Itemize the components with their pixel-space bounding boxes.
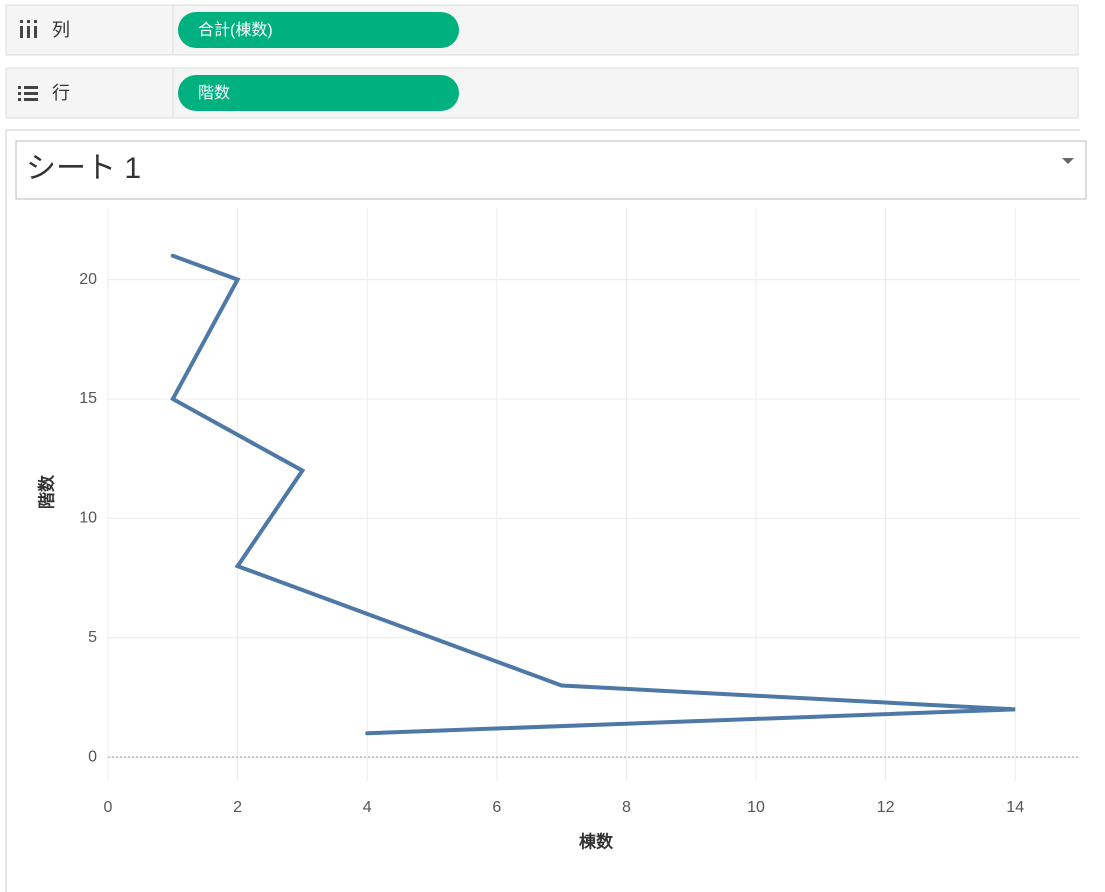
dropdown-arrow[interactable]: [1062, 158, 1074, 164]
x-axis-title: 棟数: [579, 831, 614, 851]
data-line: [170, 253, 1016, 736]
x-tick-label: 10: [747, 799, 765, 816]
y-tick-label: 15: [79, 390, 97, 407]
pill[interactable]: [178, 75, 459, 111]
columns-icon: [20, 20, 37, 38]
x-tick-label: 4: [363, 799, 372, 816]
rows-icon: [18, 86, 38, 101]
title-box: [15, 140, 1087, 200]
y-tick-label: 20: [79, 271, 97, 288]
sheet-title: シート 1: [26, 152, 141, 185]
x-tick-label: 0: [104, 799, 113, 816]
x-tick-label: 8: [622, 799, 631, 816]
rows-shelf: [5, 67, 1079, 119]
columns-shelf: [5, 4, 1079, 56]
y-axis-title: 階数: [36, 474, 56, 509]
shelf-label: 行: [52, 83, 70, 103]
pill-text[interactable]: 階数: [198, 84, 230, 102]
y-tick-label: 0: [88, 748, 97, 765]
pill-text[interactable]: 合計(棟数): [198, 21, 273, 39]
x-tick-label: 6: [492, 799, 501, 816]
x-tick-label: 12: [877, 799, 895, 816]
x-tick-label: 2: [233, 799, 242, 816]
x-tick-label: 14: [1006, 799, 1024, 816]
shelf-label: 列: [52, 20, 70, 40]
y-tick-label: 5: [88, 629, 97, 646]
pill[interactable]: [178, 12, 459, 48]
y-tick-label: 10: [79, 510, 97, 527]
